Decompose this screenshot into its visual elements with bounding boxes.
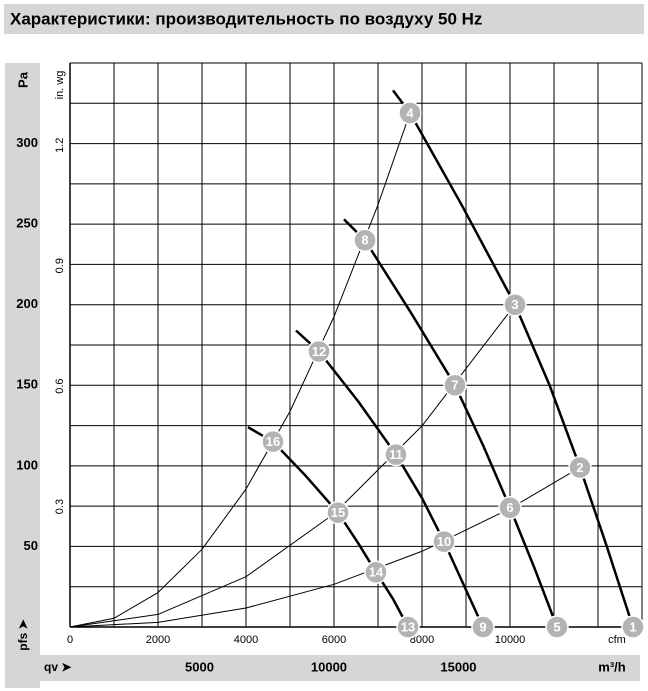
point-label: 8 <box>361 233 368 248</box>
x-axis-caption: qv ➤ <box>44 660 72 674</box>
operating-point <box>498 496 522 520</box>
y2-tick-label: 0.9 <box>54 258 66 273</box>
operating-point <box>443 373 467 398</box>
curve <box>69 112 411 628</box>
y-axis-caption: pfs ➤ <box>16 618 30 650</box>
operating-point <box>261 429 285 454</box>
x-tick-label: 8000 <box>410 634 434 646</box>
x-tick-label: 6000 <box>322 634 346 646</box>
operating-point <box>364 560 388 584</box>
chart-title: Характеристики: производительность по во… <box>10 9 482 28</box>
y-label: Pa <box>15 71 30 88</box>
x2-tick-label: 10000 <box>311 659 347 674</box>
operating-point <box>307 339 331 364</box>
operating-point <box>432 529 456 554</box>
operating-point <box>621 615 645 639</box>
y-tick-label: 50 <box>24 538 38 553</box>
y2-tick-label: 0.3 <box>54 499 66 514</box>
x-tick-label: 10000 <box>495 634 526 646</box>
operating-point <box>353 228 377 253</box>
x2-tick-label: 15000 <box>440 659 476 674</box>
operating-point <box>398 101 422 125</box>
operating-point <box>384 442 408 467</box>
y2-tick-label: 1.2 <box>54 138 66 153</box>
left-strip <box>5 63 40 688</box>
point-label: 7 <box>451 378 458 393</box>
point-label: 9 <box>479 619 486 634</box>
point-label: 16 <box>266 434 280 449</box>
curve <box>343 218 559 628</box>
point-label: 15 <box>331 505 345 520</box>
point-label: 13 <box>401 619 415 634</box>
y-tick-label: 150 <box>16 377 38 392</box>
y-tick-label: 100 <box>16 457 38 472</box>
point-label: 12 <box>312 344 326 359</box>
point-label: 5 <box>553 619 560 634</box>
operating-point <box>396 615 420 639</box>
x-label: cfm <box>608 634 626 646</box>
x-tick-label: 2000 <box>146 634 170 646</box>
point-label: 14 <box>369 565 384 580</box>
point-label: 1 <box>629 619 636 634</box>
point-label: 3 <box>511 297 518 312</box>
title-bar <box>4 4 644 34</box>
point-label: 4 <box>406 105 414 120</box>
curve <box>392 89 635 628</box>
operating-point <box>471 615 495 639</box>
y-tick-label: 300 <box>16 135 38 150</box>
x2-tick-label: 5000 <box>185 659 214 674</box>
y-tick-label: 200 <box>16 296 38 311</box>
y2-tick-label: 0.6 <box>54 378 66 393</box>
x-tick-label: 0 <box>67 634 73 646</box>
point-label: 2 <box>576 460 583 475</box>
operating-point <box>545 615 569 639</box>
y2-label: in. wg <box>54 71 66 100</box>
curve <box>247 426 410 628</box>
operating-point <box>568 455 592 480</box>
x-tick-label: 4000 <box>234 634 258 646</box>
point-label: 11 <box>389 447 403 462</box>
x2-label: m³/h <box>598 659 626 674</box>
operating-point <box>503 292 527 317</box>
curve <box>69 304 516 628</box>
point-label: 6 <box>506 500 513 515</box>
y-tick-label: 250 <box>16 216 38 231</box>
point-label: 10 <box>437 534 451 549</box>
bottom-strip <box>5 655 640 681</box>
operating-point <box>326 500 350 525</box>
